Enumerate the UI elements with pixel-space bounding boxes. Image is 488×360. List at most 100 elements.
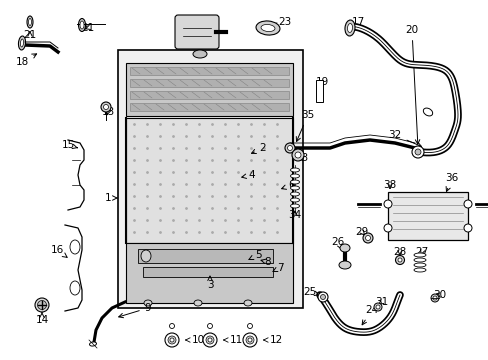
Text: 37: 37 bbox=[425, 210, 438, 220]
Ellipse shape bbox=[256, 21, 280, 35]
Ellipse shape bbox=[80, 21, 84, 29]
Ellipse shape bbox=[143, 300, 152, 306]
Text: 34: 34 bbox=[288, 210, 301, 220]
Ellipse shape bbox=[413, 258, 425, 262]
Ellipse shape bbox=[290, 198, 299, 202]
Text: 12: 12 bbox=[263, 335, 283, 345]
Text: 23: 23 bbox=[272, 17, 291, 27]
Bar bbox=[315, 80, 323, 102]
Ellipse shape bbox=[28, 18, 31, 26]
Text: 31: 31 bbox=[375, 297, 388, 307]
Ellipse shape bbox=[383, 224, 391, 232]
Ellipse shape bbox=[79, 18, 85, 32]
Ellipse shape bbox=[245, 336, 253, 344]
Text: 26: 26 bbox=[331, 237, 344, 250]
Text: 28: 28 bbox=[392, 247, 406, 257]
Ellipse shape bbox=[338, 261, 350, 269]
Ellipse shape bbox=[411, 146, 423, 158]
Ellipse shape bbox=[347, 23, 352, 32]
Ellipse shape bbox=[247, 324, 252, 328]
Ellipse shape bbox=[89, 342, 96, 346]
Ellipse shape bbox=[430, 294, 438, 302]
Ellipse shape bbox=[194, 300, 202, 306]
Ellipse shape bbox=[207, 338, 212, 342]
Ellipse shape bbox=[287, 145, 292, 150]
Text: 17: 17 bbox=[351, 17, 364, 31]
Bar bbox=[130, 67, 288, 75]
Text: 6: 6 bbox=[281, 180, 295, 190]
Text: 30: 30 bbox=[432, 290, 446, 300]
Ellipse shape bbox=[35, 298, 49, 312]
Ellipse shape bbox=[261, 24, 274, 32]
Text: 36: 36 bbox=[445, 173, 458, 192]
Ellipse shape bbox=[395, 256, 404, 265]
Text: 7: 7 bbox=[272, 263, 283, 273]
Ellipse shape bbox=[207, 324, 212, 328]
Ellipse shape bbox=[38, 301, 46, 310]
Ellipse shape bbox=[169, 324, 174, 328]
Ellipse shape bbox=[103, 104, 108, 109]
Ellipse shape bbox=[27, 16, 33, 28]
Text: 22: 22 bbox=[201, 17, 214, 30]
Text: 5: 5 bbox=[248, 250, 261, 260]
Ellipse shape bbox=[344, 20, 354, 36]
Ellipse shape bbox=[463, 224, 471, 232]
Bar bbox=[138, 249, 272, 263]
Ellipse shape bbox=[19, 36, 25, 50]
Text: 29: 29 bbox=[355, 227, 368, 237]
Ellipse shape bbox=[203, 333, 217, 347]
Ellipse shape bbox=[365, 235, 370, 240]
Ellipse shape bbox=[373, 303, 381, 311]
Ellipse shape bbox=[413, 263, 425, 267]
Bar bbox=[126, 243, 292, 303]
Ellipse shape bbox=[247, 338, 251, 342]
Ellipse shape bbox=[290, 204, 299, 208]
Text: 24: 24 bbox=[362, 305, 378, 325]
Bar bbox=[387, 192, 467, 240]
Ellipse shape bbox=[285, 143, 294, 153]
Text: 35: 35 bbox=[296, 110, 314, 141]
Text: 2: 2 bbox=[251, 143, 266, 153]
Ellipse shape bbox=[164, 333, 179, 347]
Text: 19: 19 bbox=[315, 77, 328, 90]
Text: 38: 38 bbox=[447, 223, 467, 233]
Text: 21: 21 bbox=[81, 23, 95, 33]
Bar bbox=[142, 267, 272, 277]
Ellipse shape bbox=[290, 186, 299, 190]
Ellipse shape bbox=[141, 250, 151, 262]
Text: 13: 13 bbox=[101, 107, 114, 117]
Text: 8: 8 bbox=[261, 257, 271, 267]
Text: 21: 21 bbox=[23, 30, 37, 40]
Ellipse shape bbox=[317, 292, 327, 302]
Ellipse shape bbox=[290, 192, 299, 196]
Text: 38: 38 bbox=[383, 180, 396, 190]
Text: 15: 15 bbox=[61, 140, 77, 150]
Ellipse shape bbox=[320, 294, 325, 300]
Ellipse shape bbox=[463, 200, 471, 208]
Text: 14: 14 bbox=[35, 312, 48, 325]
Ellipse shape bbox=[20, 39, 23, 47]
Ellipse shape bbox=[413, 253, 425, 257]
Text: 25: 25 bbox=[303, 287, 319, 297]
Bar bbox=[126, 118, 292, 243]
Text: 3: 3 bbox=[206, 276, 213, 290]
Ellipse shape bbox=[423, 108, 432, 116]
Ellipse shape bbox=[397, 258, 401, 262]
Bar bbox=[118, 50, 303, 308]
Ellipse shape bbox=[413, 268, 425, 272]
Ellipse shape bbox=[290, 180, 299, 184]
Bar bbox=[130, 91, 288, 99]
Text: 11: 11 bbox=[223, 335, 243, 345]
Ellipse shape bbox=[362, 233, 372, 243]
Ellipse shape bbox=[70, 281, 80, 295]
Ellipse shape bbox=[170, 338, 174, 342]
Ellipse shape bbox=[193, 50, 206, 58]
Bar bbox=[130, 79, 288, 87]
Ellipse shape bbox=[243, 333, 257, 347]
Ellipse shape bbox=[291, 149, 304, 161]
Text: 27: 27 bbox=[414, 247, 428, 257]
Text: 20: 20 bbox=[405, 25, 419, 144]
Ellipse shape bbox=[290, 168, 299, 172]
Text: 4: 4 bbox=[241, 170, 255, 180]
Ellipse shape bbox=[339, 244, 349, 252]
